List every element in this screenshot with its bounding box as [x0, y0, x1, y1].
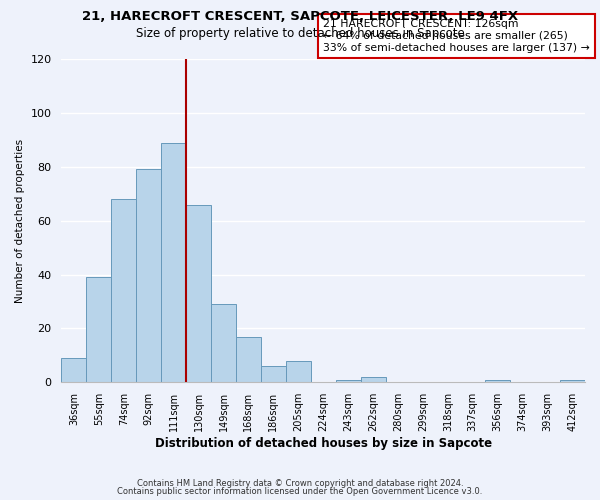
- Y-axis label: Number of detached properties: Number of detached properties: [15, 138, 25, 302]
- Text: Contains public sector information licensed under the Open Government Licence v3: Contains public sector information licen…: [118, 487, 482, 496]
- Bar: [361, 377, 386, 382]
- Text: Contains HM Land Registry data © Crown copyright and database right 2024.: Contains HM Land Registry data © Crown c…: [137, 478, 463, 488]
- Bar: [86, 278, 111, 382]
- Bar: [261, 366, 286, 382]
- Bar: [485, 380, 510, 382]
- Text: 21, HARECROFT CRESCENT, SAPCOTE, LEICESTER, LE9 4FX: 21, HARECROFT CRESCENT, SAPCOTE, LEICEST…: [82, 10, 518, 23]
- Bar: [236, 336, 261, 382]
- Bar: [161, 142, 186, 382]
- Bar: [61, 358, 86, 382]
- Text: 21 HARECROFT CRESCENT: 126sqm
← 64% of detached houses are smaller (265)
33% of : 21 HARECROFT CRESCENT: 126sqm ← 64% of d…: [323, 20, 590, 52]
- Bar: [211, 304, 236, 382]
- Bar: [335, 380, 361, 382]
- Bar: [111, 199, 136, 382]
- X-axis label: Distribution of detached houses by size in Sapcote: Distribution of detached houses by size …: [155, 437, 492, 450]
- Bar: [560, 380, 585, 382]
- Text: Size of property relative to detached houses in Sapcote: Size of property relative to detached ho…: [136, 28, 464, 40]
- Bar: [286, 361, 311, 382]
- Bar: [186, 204, 211, 382]
- Bar: [136, 170, 161, 382]
